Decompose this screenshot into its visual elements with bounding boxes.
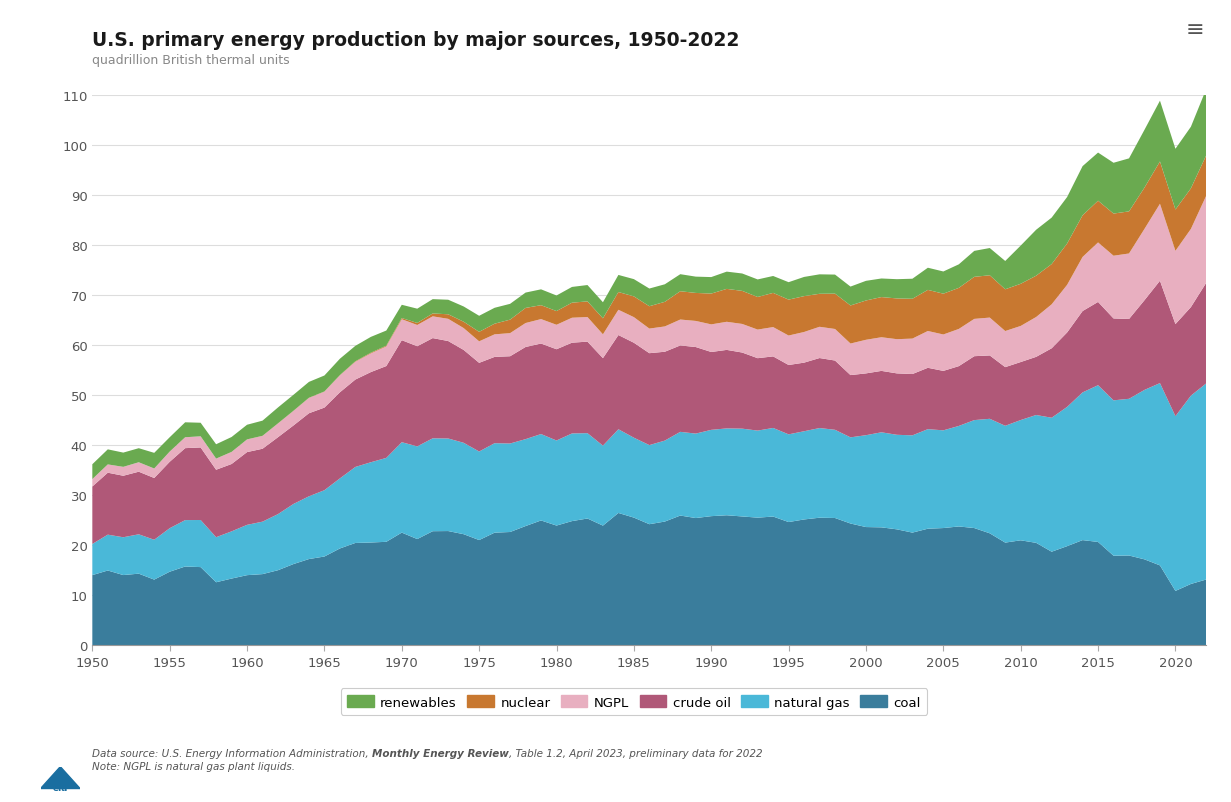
Text: U.S. primary energy production by major sources, 1950-2022: U.S. primary energy production by major …: [92, 30, 740, 50]
Legend: renewables, nuclear, NGPL, crude oil, natural gas, coal: renewables, nuclear, NGPL, crude oil, na…: [341, 689, 927, 715]
Text: eia: eia: [53, 784, 68, 792]
Text: Monthly Energy Review: Monthly Energy Review: [372, 748, 510, 758]
Text: ≡: ≡: [1185, 20, 1204, 40]
Polygon shape: [41, 767, 80, 788]
Text: quadrillion British thermal units: quadrillion British thermal units: [92, 54, 291, 67]
Text: Data source: U.S. Energy Information Administration,: Data source: U.S. Energy Information Adm…: [92, 748, 372, 758]
Text: Note: NGPL is natural gas plant liquids.: Note: NGPL is natural gas plant liquids.: [92, 762, 295, 772]
Text: , Table 1.2, April 2023, preliminary data for 2022: , Table 1.2, April 2023, preliminary dat…: [510, 748, 763, 758]
